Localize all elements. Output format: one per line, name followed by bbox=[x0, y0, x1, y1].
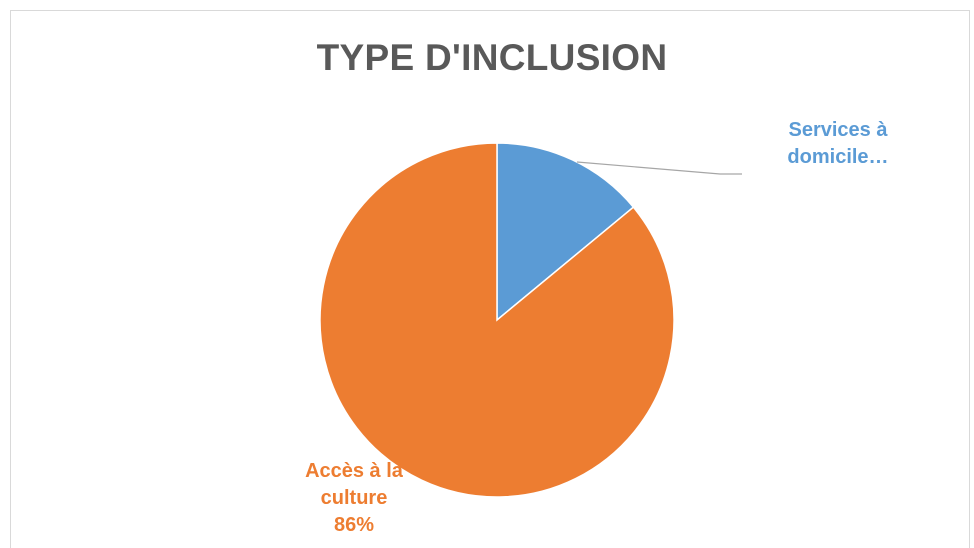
slice-label-services: Services à domicile… bbox=[768, 117, 908, 171]
slice-label-culture-line-2: culture bbox=[320, 487, 388, 509]
leader-line-services bbox=[576, 161, 742, 175]
slice-label-culture-line-1: Accès à la bbox=[305, 460, 403, 482]
slice-label-services-line-2: domicile… bbox=[787, 146, 889, 168]
slice-label-services-line-1: Services à bbox=[788, 119, 888, 141]
pie-slice-services bbox=[496, 142, 635, 322]
chart-frame bbox=[10, 10, 970, 548]
pie-slice-culture bbox=[319, 142, 675, 498]
slice-label-culture: Accès à la culture 86% bbox=[284, 458, 424, 539]
slice-label-culture-line-3: 86% bbox=[333, 514, 375, 536]
chart-title: TYPE D'INCLUSION bbox=[316, 37, 668, 78]
